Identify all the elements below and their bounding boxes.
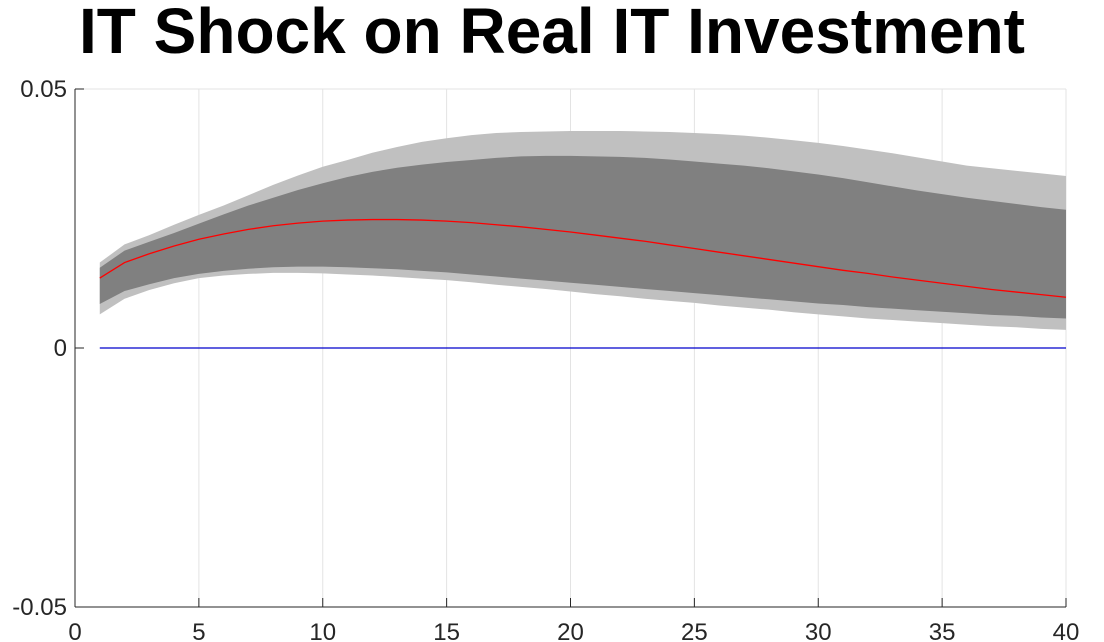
impulse-response-line	[99, 218, 1067, 298]
confidence-bands	[99, 130, 1066, 330]
x-tick-label-30: 30	[805, 619, 832, 642]
x-tick-label-25: 25	[681, 619, 708, 642]
y-tick-label-0.05: 0.05	[20, 76, 67, 103]
y-tick-label-0: 0	[54, 335, 67, 362]
x-tick-label-15: 15	[433, 619, 460, 642]
axes	[74, 88, 1067, 608]
x-tick-label-20: 20	[557, 619, 584, 642]
x-tick-label-40: 40	[1053, 619, 1080, 642]
inner-confidence-band	[99, 155, 1066, 319]
x-tick-label-5: 5	[192, 619, 205, 642]
x-tick-label-35: 35	[929, 619, 956, 642]
series-lines	[99, 218, 1067, 349]
chart-title: IT Shock on Real IT Investment	[79, 0, 1025, 67]
x-tick-label-10: 10	[309, 619, 336, 642]
x-tick-label-0: 0	[68, 619, 81, 642]
y-tick-label--0.05: -0.05	[12, 594, 67, 621]
